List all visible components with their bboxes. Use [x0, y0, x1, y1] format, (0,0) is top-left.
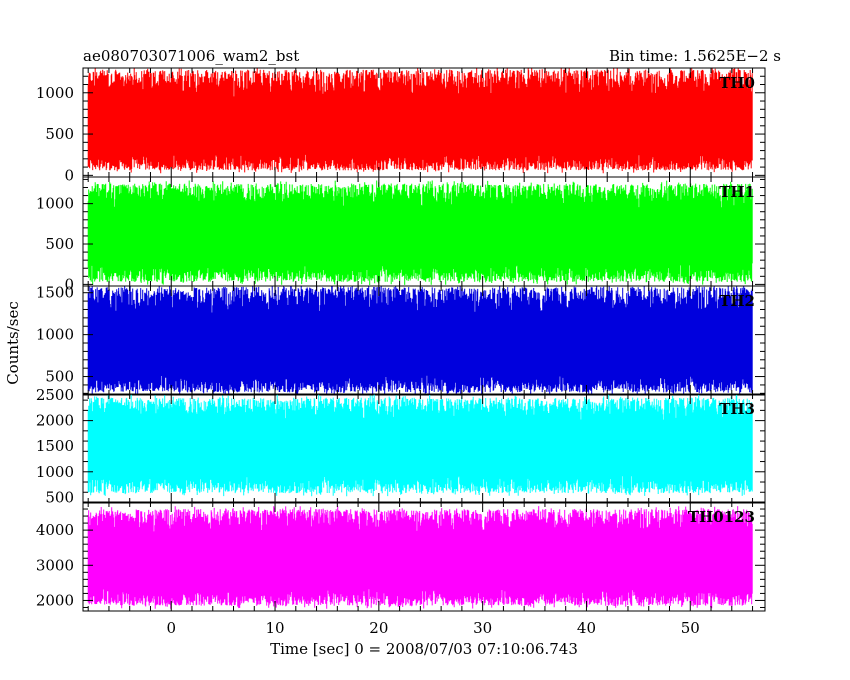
y-tick-label: 1500 — [36, 437, 74, 455]
x-tick-label: 0 — [166, 619, 176, 637]
chart-title-right: Bin time: 1.5625E−2 s — [609, 47, 781, 65]
panel-label: TH3 — [719, 400, 755, 418]
panel-label: TH0 — [719, 74, 755, 92]
y-tick-label: 3000 — [36, 556, 74, 574]
y-tick-label: 2000 — [36, 591, 74, 609]
x-tick-label: 40 — [577, 619, 596, 637]
panel-frame — [82, 501, 766, 612]
x-axis: 0 10 20 30 40 50 — [166, 619, 699, 637]
y-tick-label: 2000 — [36, 412, 74, 430]
series-th0 — [87, 68, 753, 174]
y-tick-label: 0 — [64, 166, 74, 184]
panel-th1: 0 500 1000 TH1 — [36, 176, 766, 293]
panel-label: TH0123 — [688, 508, 755, 526]
panel-th0123: 2000 3000 4000 TH0123 — [36, 501, 766, 612]
x-tick-label: 50 — [681, 619, 700, 637]
series-th2 — [87, 286, 753, 395]
y-tick-label: 0 — [64, 275, 74, 293]
series-th3 — [87, 394, 753, 497]
panel-th0: 0 500 1000 TH0 — [36, 67, 766, 184]
y-tick-label: 500 — [45, 235, 74, 253]
y-tick-label: 1500 — [36, 284, 74, 302]
panel-label: TH2 — [719, 292, 755, 310]
series-th1 — [87, 180, 753, 285]
x-tick-label: 20 — [369, 619, 388, 637]
panel-frame — [82, 393, 766, 504]
y-axis-label: Counts/sec — [4, 301, 22, 385]
y-tick-label: 2500 — [36, 386, 74, 404]
series-th0123 — [87, 506, 753, 609]
panel-frame — [82, 285, 766, 396]
y-tick-label: 1000 — [36, 463, 74, 481]
y-tick-label: 500 — [45, 488, 74, 506]
panels-group: 0 500 1000 TH0 0 500 1000 TH1 500 1000 1500 TH2 500 1… — [36, 67, 766, 612]
y-tick-label: 500 — [45, 368, 74, 386]
panel-th3: 500 1000 1500 2000 2500 TH3 — [36, 386, 766, 506]
y-tick-label: 1000 — [36, 84, 74, 102]
panel-th2: 500 1000 1500 TH2 — [36, 284, 766, 396]
panel-label: TH1 — [719, 183, 755, 201]
y-tick-label: 1000 — [36, 195, 74, 213]
y-tick-label: 1000 — [36, 326, 74, 344]
x-axis-label: Time [sec] 0 = 2008/07/03 07:10:06.743 — [270, 640, 578, 658]
x-tick-label: 30 — [473, 619, 492, 637]
y-tick-label: 4000 — [36, 521, 74, 539]
chart-title-left: ae080703071006_wam2_bst — [83, 47, 299, 65]
x-tick-label: 10 — [265, 619, 284, 637]
y-tick-label: 500 — [45, 125, 74, 143]
